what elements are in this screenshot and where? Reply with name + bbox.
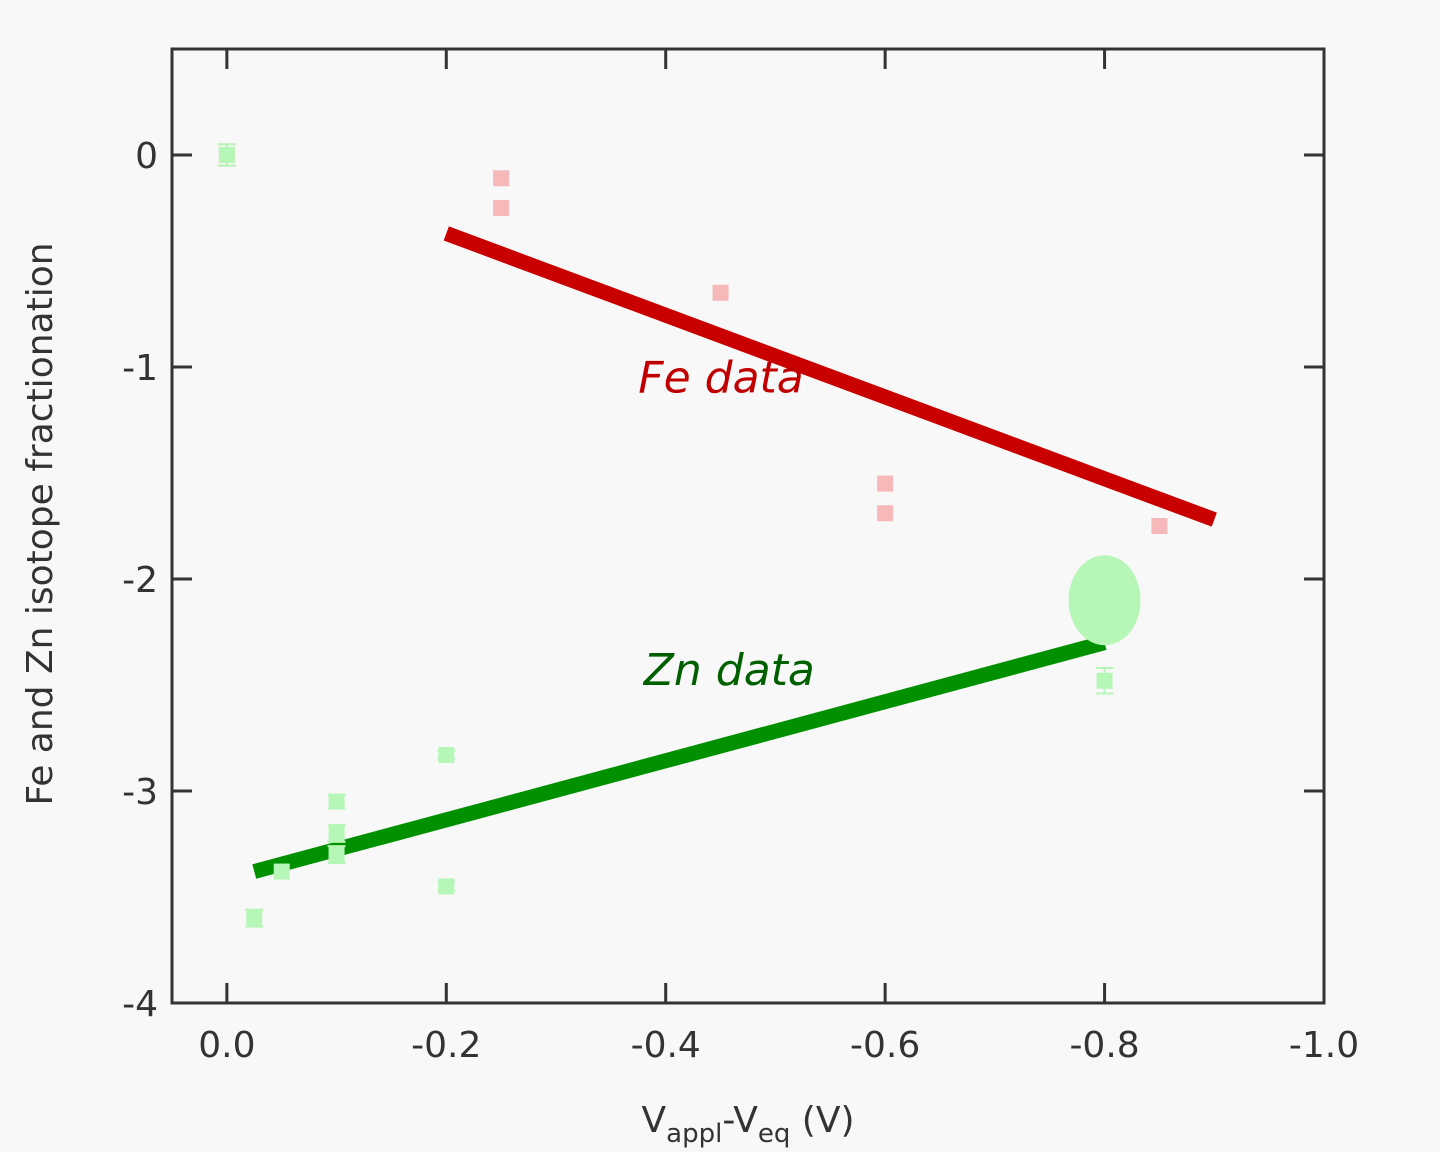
data-points bbox=[217, 143, 1168, 928]
zn-data-point bbox=[1096, 672, 1113, 689]
x-tick-label: -0.6 bbox=[850, 1025, 920, 1066]
y-axis-title: Fe and Zn isotope fractionation bbox=[20, 242, 61, 805]
zn-data-point bbox=[438, 746, 455, 763]
fe-data-point bbox=[877, 475, 894, 492]
x-tick-label: -1.0 bbox=[1289, 1025, 1359, 1066]
fe-data-point bbox=[493, 170, 510, 187]
x-axis-title-tail: (V) bbox=[790, 1100, 854, 1141]
x-tick-label: 0.0 bbox=[198, 1025, 255, 1066]
x-axis-title-sub2: eq bbox=[758, 1119, 791, 1149]
zn-trend-line bbox=[252, 635, 1107, 879]
x-tick-label: -0.2 bbox=[411, 1025, 481, 1066]
y-tick-label: -2 bbox=[122, 560, 158, 601]
fe-trend-line bbox=[443, 226, 1217, 527]
y-tick-label: 0 bbox=[135, 136, 158, 177]
plot-frame bbox=[170, 47, 1326, 1005]
y-tick-label: -1 bbox=[122, 348, 158, 389]
x-axis-title-mid: -V bbox=[722, 1100, 758, 1141]
series-annotations: Fe data Zn data bbox=[638, 352, 815, 696]
x-tick-label: -0.4 bbox=[631, 1025, 701, 1066]
fe-data-point bbox=[1151, 518, 1168, 534]
zn-data-point bbox=[273, 863, 290, 880]
fe-data-point bbox=[493, 200, 510, 216]
x-axis-ticks: 0.0 -0.2 -0.4 -0.6 -0.8 -1.0 bbox=[198, 49, 1359, 1066]
x-axis-title-main: V bbox=[642, 1100, 667, 1141]
y-axis-ticks: 0 -1 -2 -3 -4 bbox=[122, 136, 1324, 1025]
zn-data-point bbox=[246, 910, 263, 927]
y-tick-label: -4 bbox=[122, 984, 158, 1025]
fe-data-label: Fe data bbox=[638, 352, 803, 403]
zn-data-point bbox=[328, 825, 345, 842]
zn-data-point bbox=[328, 846, 345, 863]
fe-data-point bbox=[712, 284, 729, 301]
x-axis-title-sub1: appl bbox=[666, 1119, 722, 1149]
zn-data-point bbox=[218, 147, 235, 163]
highlight-markers bbox=[1068, 555, 1141, 646]
trend-lines bbox=[252, 226, 1217, 879]
zn-data-label: Zn data bbox=[643, 645, 815, 696]
zn-data-point bbox=[438, 878, 455, 895]
zn-highlight-marker bbox=[1068, 555, 1141, 646]
fe-data-point bbox=[877, 505, 894, 522]
x-tick-label: -0.8 bbox=[1069, 1025, 1139, 1066]
zn-data-point bbox=[328, 793, 345, 810]
y-tick-label: -3 bbox=[122, 772, 158, 813]
x-axis-title: Vappl-Veq (V) bbox=[642, 1100, 855, 1149]
